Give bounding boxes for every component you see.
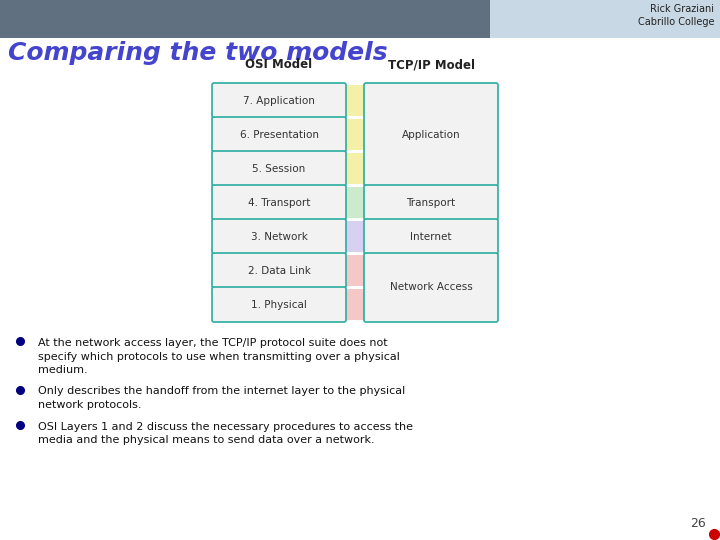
Text: Rick Graziani
Cabrillo College: Rick Graziani Cabrillo College xyxy=(637,4,714,27)
Text: At the network access layer, the TCP/IP protocol suite does not: At the network access layer, the TCP/IP … xyxy=(38,338,387,348)
Text: media and the physical means to send data over a network.: media and the physical means to send dat… xyxy=(38,435,374,445)
Bar xyxy=(0,0,490,38)
Bar xyxy=(344,187,366,218)
FancyBboxPatch shape xyxy=(212,151,346,186)
FancyBboxPatch shape xyxy=(212,117,346,152)
Text: 4. Transport: 4. Transport xyxy=(248,198,310,207)
FancyBboxPatch shape xyxy=(212,83,346,118)
Text: TCP/IP Model: TCP/IP Model xyxy=(387,58,474,71)
Text: Comparing the two models: Comparing the two models xyxy=(8,41,387,65)
Text: Only describes the handoff from the internet layer to the physical: Only describes the handoff from the inte… xyxy=(38,387,405,396)
Bar xyxy=(344,221,366,252)
FancyBboxPatch shape xyxy=(212,287,346,322)
Text: Network Access: Network Access xyxy=(390,282,472,293)
Bar xyxy=(344,255,366,286)
Text: Application: Application xyxy=(402,130,460,139)
Text: 2. Data Link: 2. Data Link xyxy=(248,266,310,275)
Text: specify which protocols to use when transmitting over a physical: specify which protocols to use when tran… xyxy=(38,352,400,361)
Text: 6. Presentation: 6. Presentation xyxy=(240,130,318,139)
Text: OSI Model: OSI Model xyxy=(246,58,312,71)
Text: Internet: Internet xyxy=(410,232,451,241)
Bar xyxy=(344,119,366,150)
FancyBboxPatch shape xyxy=(364,185,498,220)
FancyBboxPatch shape xyxy=(364,83,498,186)
Bar xyxy=(344,153,366,184)
FancyBboxPatch shape xyxy=(364,219,498,254)
Text: network protocols.: network protocols. xyxy=(38,400,142,410)
FancyBboxPatch shape xyxy=(364,253,498,322)
Bar xyxy=(490,0,720,38)
Text: 3. Network: 3. Network xyxy=(251,232,307,241)
FancyBboxPatch shape xyxy=(212,219,346,254)
Text: 7. Application: 7. Application xyxy=(243,96,315,105)
Text: 1. Physical: 1. Physical xyxy=(251,300,307,309)
Text: OSI Layers 1 and 2 discuss the necessary procedures to access the: OSI Layers 1 and 2 discuss the necessary… xyxy=(38,422,413,431)
Text: medium.: medium. xyxy=(38,365,88,375)
Text: Transport: Transport xyxy=(406,198,456,207)
FancyBboxPatch shape xyxy=(212,185,346,220)
FancyBboxPatch shape xyxy=(212,253,346,288)
Text: 26: 26 xyxy=(690,517,706,530)
Bar xyxy=(344,289,366,320)
Text: 5. Session: 5. Session xyxy=(253,164,305,173)
Bar xyxy=(344,85,366,116)
